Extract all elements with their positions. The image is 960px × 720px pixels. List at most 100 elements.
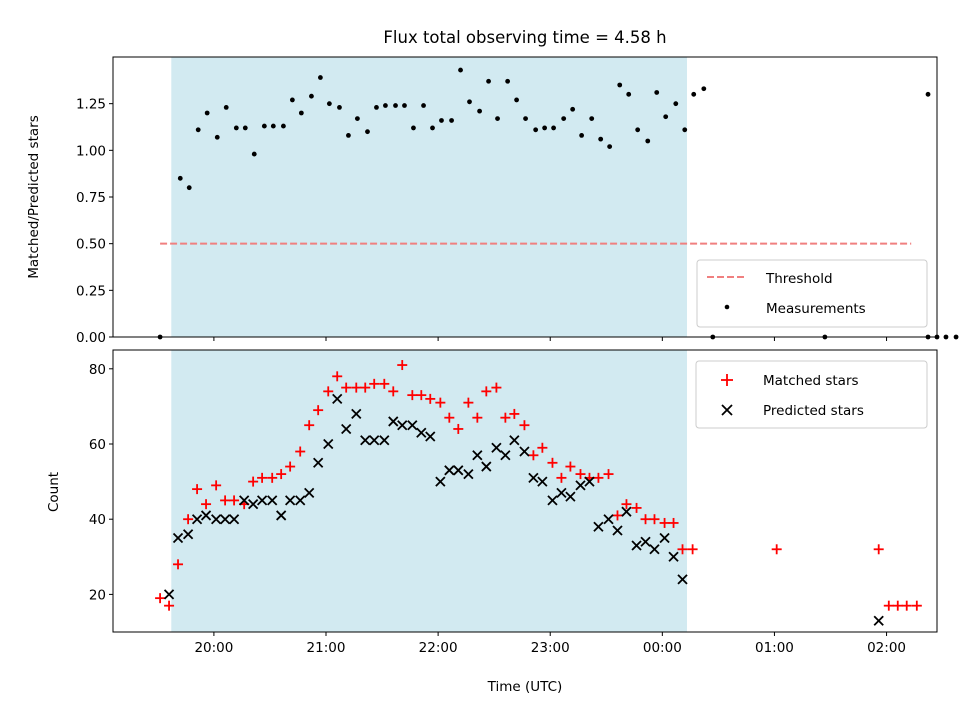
predicted-star-point <box>219 514 231 525</box>
predicted-star-point <box>509 435 520 446</box>
matched-star-point <box>379 378 390 389</box>
matched-star-point <box>519 420 530 431</box>
measurement-point <box>223 105 229 110</box>
ratio-x-ticks <box>213 337 888 341</box>
measurement-point <box>251 151 257 157</box>
predicted-star-point <box>332 393 343 405</box>
measurement-point <box>561 116 567 121</box>
matched-star-point <box>323 386 334 397</box>
predicted-star-point <box>416 427 427 438</box>
matched-star-point <box>332 371 343 382</box>
measurement-point <box>654 90 660 95</box>
predicted-star-point <box>388 416 399 427</box>
measurement-point <box>542 125 548 131</box>
y-tick-label: 0.75 <box>76 190 106 206</box>
count-x-ticks: 20:00 21:00 22:00 23:00 00:00 01:00 02:00 <box>194 632 906 656</box>
legend-measurements-label: Measurements <box>766 301 866 317</box>
measurement-point <box>486 78 491 84</box>
measurement-point <box>337 105 342 110</box>
predicted-star-point <box>444 465 455 476</box>
measurement-point <box>467 99 472 105</box>
matched-star-point <box>164 600 175 611</box>
matched-star-point <box>416 390 427 401</box>
matched-star-point <box>201 499 212 510</box>
measurement-point <box>195 127 201 133</box>
predicted-star-point <box>276 510 287 521</box>
matched-star-point <box>211 480 222 491</box>
predicted-star-point <box>163 589 175 600</box>
measurement-point <box>318 75 323 80</box>
matched-star-point <box>621 499 632 510</box>
predicted-star-point <box>247 499 259 510</box>
predicted-star-point <box>519 446 530 457</box>
measurement-point <box>570 106 576 112</box>
measurement-point <box>186 185 192 191</box>
measurement-point <box>365 129 370 135</box>
predicted-star-point <box>547 495 558 506</box>
measurement-point <box>663 114 669 120</box>
matched-star-point <box>183 514 194 525</box>
matched-star-point <box>481 386 492 397</box>
predicted-star-point <box>425 431 436 442</box>
y-tick-label: 60 <box>89 437 106 453</box>
ratio-legend-box <box>696 259 928 328</box>
matched-star-point <box>668 517 679 528</box>
matched-star-point <box>556 472 567 483</box>
measurement-point <box>514 97 519 103</box>
matched-star-point <box>444 412 455 423</box>
measurement-point <box>635 127 641 133</box>
count-axes-frame <box>112 349 938 633</box>
predicted-star-point <box>360 435 371 446</box>
measurement-point <box>204 110 210 116</box>
y-tick-label: 20 <box>89 587 106 603</box>
matched-star-point <box>276 469 287 480</box>
predicted-star-point <box>351 408 362 420</box>
predicted-star-point <box>463 468 474 480</box>
matched-star-point <box>173 559 184 570</box>
predicted-star-point <box>668 551 679 562</box>
matched-star-point <box>528 450 539 461</box>
predicted-star-point <box>267 495 278 506</box>
measurement-point <box>430 125 435 131</box>
matched-star-point <box>873 544 884 555</box>
matched-star-point <box>593 472 604 483</box>
matched-star-point <box>220 495 231 506</box>
measurement-point <box>439 118 444 123</box>
x-tick-label: 01:00 <box>755 640 794 656</box>
matched-star-point <box>313 405 324 416</box>
matched-star-point <box>192 484 203 495</box>
predicted-star-point <box>528 472 539 483</box>
matched-star-point <box>407 390 418 401</box>
measurement-point <box>242 125 248 131</box>
measurement-point <box>551 125 556 131</box>
measurement-point <box>383 103 388 108</box>
predicted-star-point <box>304 487 315 499</box>
predicted-star-point <box>873 615 884 626</box>
measurement-point <box>261 123 267 129</box>
matched-star-point <box>248 476 259 487</box>
ratio-legend: Threshold Measurements <box>696 259 928 328</box>
matched-star-point <box>435 397 446 408</box>
measurement-point <box>393 103 398 108</box>
matched-star-point <box>509 408 520 419</box>
matched-star-point <box>603 469 614 480</box>
measurement-point <box>402 103 407 108</box>
predicted-star-point <box>379 435 390 446</box>
y-tick-label: 0.00 <box>76 330 106 346</box>
predicted-star-point <box>323 438 334 450</box>
measurement-point <box>458 67 463 73</box>
predicted-star-point <box>612 525 623 536</box>
legend-matched-swatch <box>721 374 733 386</box>
measurement-point <box>177 175 183 181</box>
predicted-star-point <box>481 461 492 472</box>
x-tick-label: 23:00 <box>531 640 570 656</box>
predicted-star-point <box>211 514 222 525</box>
y-tick-label: 80 <box>89 362 106 378</box>
measurement-point <box>626 91 632 97</box>
measurement-point <box>281 123 286 129</box>
measurement-point <box>533 127 539 133</box>
measurement-point <box>298 110 304 116</box>
count-legend: Matched stars Predicted stars <box>695 360 928 429</box>
measurement-point <box>925 91 931 97</box>
